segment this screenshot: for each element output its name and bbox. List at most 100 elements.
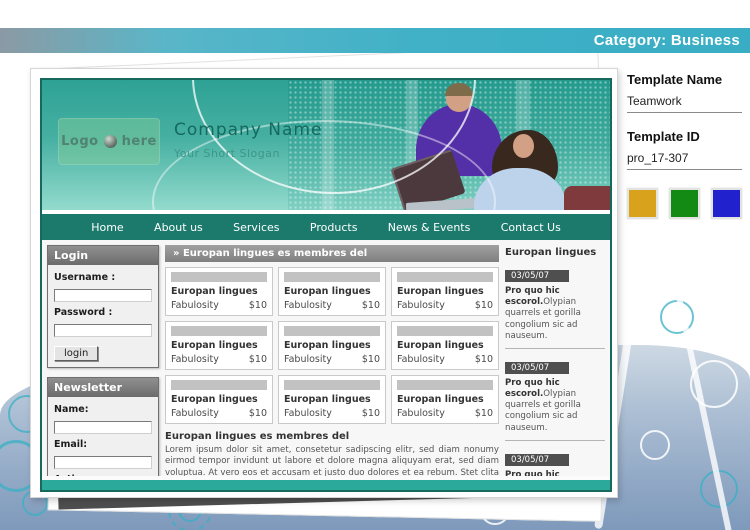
product-price: $10 [361,300,380,311]
product-image-placeholder [397,380,493,390]
swirl-decoration [690,360,738,408]
product-subtitle: Fabulosity [397,354,445,365]
color-swatches [627,188,742,219]
company-name: Company Name [174,120,323,140]
nav-item[interactable]: Services [233,220,280,234]
product-card[interactable]: Europan lingues Fabulosity $10 [391,375,499,424]
product-price: $10 [361,354,380,365]
color-swatch[interactable] [711,188,742,219]
site-nav: Home About us Services Products News & Event… [42,214,610,240]
product-image-placeholder [171,272,267,282]
article-body: Lorem ipsum dolor sit amet, consetetur s… [165,445,499,476]
product-price: $10 [474,354,493,365]
product-subtitle: Fabulosity [171,300,219,311]
product-title: Europan lingues [397,394,484,405]
product-card[interactable]: Europan lingues Fabulosity $10 [165,375,273,424]
product-card[interactable]: Europan lingues Fabulosity $10 [391,267,499,316]
logo-text-suffix: here [121,134,157,149]
email-label: Email: [54,439,88,450]
product-title: Europan lingues [284,394,371,405]
username-input[interactable] [54,289,152,302]
news-item: 03/05/07 Pro quo hic escorol.Olypian qua… [505,263,605,349]
product-card[interactable]: Europan lingues Fabulosity $10 [278,321,386,370]
template-id-value: pro_17-307 [627,151,742,170]
nav-item[interactable]: Home [91,220,124,234]
news-text: Olypian quarrels et gorilla congolium si… [505,389,581,433]
email-input[interactable] [54,456,152,469]
product-image-placeholder [171,326,267,336]
news-column: Europan lingues 03/05/07 Pro quo hic esc… [505,245,605,476]
info-panel: Template Name Teamwork Template ID pro_1… [627,72,742,219]
nav-item[interactable]: Products [309,220,358,234]
name-input[interactable] [54,421,152,434]
color-swatch[interactable] [669,188,700,219]
product-card[interactable]: Europan lingues Fabulosity $10 [165,267,273,316]
newsletter-panel: Newsletter Name: Email: Action: Subscrib… [47,377,159,476]
product-card[interactable]: Europan lingues Fabulosity $10 [165,321,273,370]
article-title: Europan lingues es membres del [165,431,350,442]
news-list: 03/05/07 Pro quo hic escorol.Olypian qua… [505,263,605,476]
news-date-badge: 03/05/07 [505,453,569,466]
product-title: Europan lingues [397,340,484,351]
password-label: Password : [54,307,113,318]
product-image-placeholder [284,380,380,390]
product-price: $10 [248,354,267,365]
news-title: Europan lingues [505,247,597,258]
product-price: $10 [474,408,493,419]
site-footer [42,480,610,490]
products-header: » Europan lingues es membres del [165,245,499,262]
product-title: Europan lingues [284,340,371,351]
article: Europan lingues es membres del Lorem ips… [165,431,499,476]
product-subtitle: Fabulosity [171,408,219,419]
category-banner: Category: Business [0,28,750,53]
template-name-value: Teamwork [627,94,742,113]
product-card[interactable]: Europan lingues Fabulosity $10 [278,267,386,316]
sidebar: Login Username : Password : login Newsle… [47,245,159,476]
product-subtitle: Fabulosity [284,300,332,311]
product-title: Europan lingues [171,394,258,405]
product-subtitle: Fabulosity [397,408,445,419]
template-preview[interactable]: Logo here Company Name Your Short Slogan… [30,68,618,498]
site-body: Login Username : Password : login Newsle… [42,240,610,476]
login-button[interactable]: login [54,346,99,361]
product-title: Europan lingues [171,340,258,351]
products-section: » Europan lingues es membres del Europan… [165,245,499,476]
product-subtitle: Fabulosity [284,408,332,419]
news-date-badge: 03/05/07 [505,270,569,282]
news-item: 03/05/07 Pro quo hic escorol.Olypian qua… [505,355,605,441]
logo[interactable]: Logo here [58,118,160,165]
product-subtitle: Fabulosity [171,354,219,365]
nav-item[interactable]: News & Events [387,220,471,234]
product-price: $10 [248,300,267,311]
product-card[interactable]: Europan lingues Fabulosity $10 [278,375,386,424]
news-date-badge: 03/05/07 [505,361,569,374]
action-label: Action: [54,474,152,476]
product-price: $10 [361,408,380,419]
password-input[interactable] [54,324,152,337]
couch [564,186,610,210]
company-slogan: Your Short Slogan [174,147,280,160]
news-lead: Pro quo hic escorol. [505,469,560,476]
product-price: $10 [474,300,493,311]
product-subtitle: Fabulosity [284,354,332,365]
news-text: Olypian quarrels et gorilla congolium si… [505,297,581,341]
swirl-decoration [640,430,670,460]
products-grid: Europan lingues Fabulosity $10 Europan l… [165,267,499,424]
template-id-label: Template ID [627,129,700,144]
logo-sphere-icon [103,135,117,148]
product-title: Europan lingues [397,286,484,297]
header-divider [42,210,610,214]
login-title: Login [48,246,158,265]
product-card[interactable]: Europan lingues Fabulosity $10 [391,321,499,370]
name-label: Name: [54,404,89,415]
news-lead: Pro quo hic escorol. [505,377,560,400]
color-swatch[interactable] [627,188,658,219]
newsletter-title: Newsletter [48,378,158,397]
nav-item[interactable]: Contact Us [500,220,561,234]
template-name-label: Template Name [627,72,723,87]
nav-item[interactable]: About us [154,220,203,234]
site-header: Logo here Company Name Your Short Slogan [42,80,610,210]
category-label: Category: Business [593,32,740,49]
template-site: Logo here Company Name Your Short Slogan… [40,78,612,492]
